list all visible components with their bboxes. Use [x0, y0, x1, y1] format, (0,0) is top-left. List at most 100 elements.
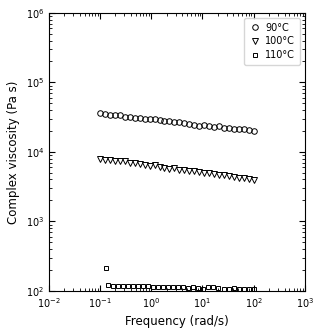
90°C [232, 127, 236, 131]
110°C [141, 284, 145, 288]
100°C [207, 172, 211, 176]
110°C [202, 287, 205, 291]
110°C [166, 285, 170, 289]
110°C [237, 287, 240, 291]
90°C [138, 117, 142, 121]
90°C [247, 128, 251, 132]
100°C [212, 172, 216, 176]
100°C [227, 175, 231, 179]
110°C [181, 285, 185, 289]
100°C [222, 173, 226, 177]
100°C [128, 161, 132, 165]
110°C [191, 285, 195, 289]
90°C [207, 124, 211, 128]
90°C [162, 119, 166, 123]
90°C [168, 120, 171, 124]
110°C [161, 285, 165, 289]
110°C [126, 284, 130, 288]
110°C [221, 287, 225, 291]
110°C [242, 286, 246, 290]
90°C [222, 126, 226, 130]
110°C [146, 284, 150, 288]
Legend: 90°C, 100°C, 110°C: 90°C, 100°C, 110°C [244, 18, 300, 65]
110°C [121, 283, 125, 287]
90°C [212, 125, 216, 129]
Line: 110°C: 110°C [105, 283, 256, 291]
110°C [212, 285, 215, 289]
90°C [178, 120, 181, 124]
100°C [98, 157, 102, 161]
100°C [103, 158, 107, 162]
90°C [103, 112, 107, 116]
90°C [252, 129, 256, 133]
100°C [158, 165, 161, 169]
110°C [227, 287, 230, 291]
100°C [168, 166, 171, 171]
100°C [187, 169, 191, 173]
100°C [148, 164, 152, 168]
90°C [197, 124, 201, 128]
100°C [247, 177, 251, 181]
100°C [172, 166, 176, 171]
110°C [156, 284, 160, 288]
110°C [151, 285, 155, 289]
100°C [143, 163, 147, 167]
Line: 90°C: 90°C [97, 111, 256, 134]
90°C [118, 113, 122, 117]
100°C [138, 162, 142, 166]
100°C [242, 176, 246, 180]
90°C [148, 117, 152, 121]
90°C [192, 123, 196, 127]
90°C [237, 127, 241, 131]
100°C [153, 163, 157, 167]
X-axis label: Frequency (rad/s): Frequency (rad/s) [125, 315, 229, 328]
90°C [128, 115, 132, 119]
90°C [217, 124, 221, 128]
110°C [111, 284, 115, 288]
90°C [182, 121, 186, 125]
100°C [252, 178, 256, 182]
90°C [123, 115, 127, 119]
100°C [118, 159, 122, 163]
100°C [232, 175, 236, 179]
110°C [106, 283, 110, 287]
110°C [131, 284, 135, 288]
90°C [108, 113, 112, 117]
110°C [116, 284, 120, 288]
90°C [143, 117, 147, 121]
Line: 100°C: 100°C [97, 156, 256, 183]
100°C [202, 171, 206, 175]
110°C [252, 287, 256, 291]
90°C [153, 117, 157, 121]
110°C [171, 285, 175, 289]
110°C [232, 286, 236, 290]
100°C [133, 161, 137, 165]
110°C [176, 285, 180, 289]
90°C [227, 126, 231, 130]
90°C [133, 116, 137, 120]
90°C [242, 127, 246, 131]
100°C [237, 176, 241, 180]
Y-axis label: Complex viscosity (Pa s): Complex viscosity (Pa s) [7, 80, 20, 223]
100°C [182, 168, 186, 172]
100°C [113, 158, 117, 162]
110°C [206, 285, 210, 289]
100°C [217, 173, 221, 177]
110°C [247, 287, 251, 291]
90°C [172, 120, 176, 124]
100°C [178, 168, 181, 172]
110°C [196, 286, 200, 290]
110°C [217, 286, 221, 290]
100°C [123, 159, 127, 163]
90°C [202, 123, 206, 127]
90°C [158, 118, 161, 122]
90°C [187, 122, 191, 126]
100°C [162, 165, 166, 170]
100°C [197, 170, 201, 174]
90°C [98, 111, 102, 115]
100°C [108, 158, 112, 162]
110°C [136, 284, 140, 288]
100°C [192, 169, 196, 173]
90°C [113, 113, 117, 117]
110°C [187, 286, 190, 290]
